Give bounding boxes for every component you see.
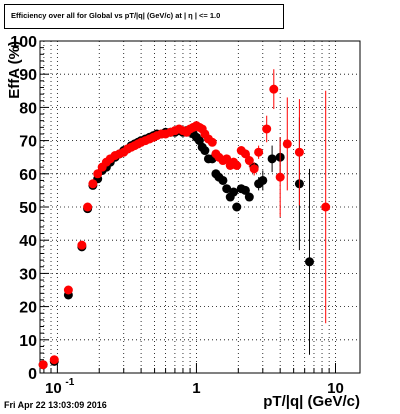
data-point — [222, 154, 232, 164]
data-point — [38, 360, 48, 370]
x-tick-label: 1 — [192, 380, 200, 397]
y-tick-label: 50 — [19, 200, 37, 217]
data-point — [240, 149, 250, 159]
x-axis-label: pT/|q| (GeV/c) — [263, 393, 360, 410]
y-tick-label: 10 — [19, 333, 37, 350]
y-tick-label: 90 — [19, 67, 37, 84]
y-axis-label: EffA (%) — [6, 41, 23, 99]
data-point — [222, 184, 232, 194]
data-point — [88, 179, 98, 189]
y-tick-label: 20 — [19, 300, 37, 317]
y-tick-label: 0 — [28, 366, 37, 383]
data-point — [232, 161, 242, 170]
data-point — [321, 202, 331, 212]
y-tick-label: 30 — [19, 266, 37, 283]
footer-date: Fri Apr 22 13:03:09 2016 — [4, 400, 107, 410]
chart-title-box: Efficiency over all for Global vs pT/|q|… — [4, 4, 284, 29]
y-tick-label: 40 — [19, 233, 37, 250]
x-tick-label: 10 — [327, 380, 344, 397]
data-point — [207, 137, 217, 147]
series-1 — [38, 69, 331, 370]
data-point — [254, 147, 264, 157]
y-tick-label: 70 — [19, 134, 37, 151]
x-tick-label: 10 — [45, 380, 62, 397]
data-point — [267, 154, 277, 164]
data-point — [200, 146, 210, 156]
data-point — [240, 185, 250, 195]
data-point — [258, 175, 268, 185]
data-point — [262, 124, 272, 134]
x-tick-exponent: -1 — [65, 377, 74, 388]
data-point — [77, 240, 87, 250]
data-point — [232, 202, 242, 212]
chart-title: Efficiency over all for Global vs pT/|q|… — [11, 11, 221, 20]
data-point — [282, 139, 292, 149]
data-point — [83, 202, 93, 212]
data-point — [249, 164, 259, 174]
data-point — [269, 84, 279, 94]
data-point — [63, 285, 73, 295]
data-point — [275, 172, 285, 182]
data-point — [304, 257, 314, 267]
data-point — [294, 147, 304, 157]
y-tick-label: 100 — [10, 34, 37, 51]
data-point — [229, 187, 239, 197]
y-tick-label: 80 — [19, 100, 37, 117]
y-tick-label: 60 — [19, 167, 37, 184]
data-point — [244, 192, 254, 202]
data-point — [93, 169, 103, 179]
data-point — [49, 355, 59, 365]
data-point — [244, 156, 254, 166]
data-point — [218, 175, 228, 185]
